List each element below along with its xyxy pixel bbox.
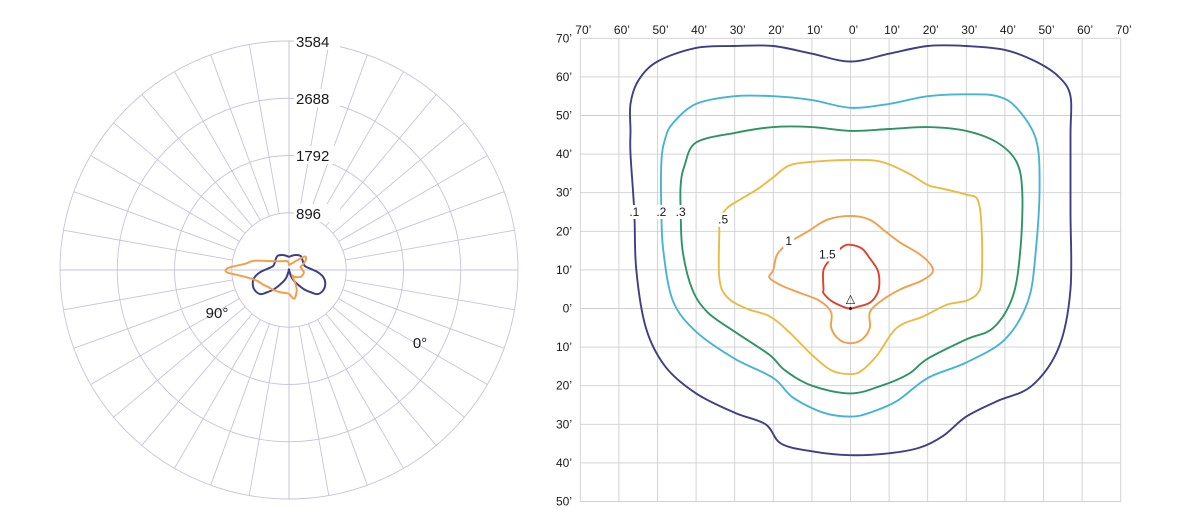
- contour-label: .1: [629, 205, 639, 219]
- contour-label: 1.5: [819, 247, 836, 261]
- polar-spoke: [210, 54, 270, 217]
- radial-tick-label-bg: [294, 146, 340, 164]
- y-tick-label: 40’: [556, 147, 572, 161]
- polar-spoke: [332, 306, 465, 418]
- radial-tick-label-bg: [294, 89, 340, 107]
- contour-label: .3: [676, 205, 686, 219]
- radial-tick-label: 1792: [296, 148, 329, 165]
- x-tick-label: 60’: [614, 23, 630, 37]
- contour-label: .2: [656, 205, 666, 219]
- polar-spoke: [248, 326, 280, 496]
- y-tick-label: 50’: [556, 495, 572, 509]
- contour-label: 1: [785, 234, 792, 248]
- x-tick-label: 20’: [768, 23, 784, 37]
- radial-tick-label: 3584: [296, 34, 329, 51]
- polar-spoke: [338, 298, 488, 385]
- fixture-position-dot: [849, 307, 852, 310]
- polar-spoke: [298, 44, 330, 214]
- polar-spoke: [113, 306, 246, 418]
- polar-spoke: [298, 326, 330, 496]
- contour-label-bg: [714, 212, 733, 227]
- polar-spoke: [90, 298, 240, 385]
- radial-tick-label: 896: [296, 206, 321, 223]
- x-tick-label: 20’: [923, 23, 939, 37]
- y-tick-label: 30’: [556, 417, 572, 431]
- x-tick-label: 40’: [691, 23, 707, 37]
- polar-series-line-1: [251, 253, 327, 296]
- isolux-contour-chart: 70’ 60’ 50’ 40’ 30’ 20’ 10’ 0’ 10’ 20’ 30’ 40’ 50’ 60…: [556, 23, 1132, 509]
- polar-grid: [59, 40, 519, 500]
- y-tick-label: 50’: [556, 109, 572, 123]
- y-tick-label: 10’: [556, 340, 572, 354]
- polar-spoke: [308, 323, 368, 486]
- radial-tick-label-bg: [294, 204, 340, 222]
- y-tick-label: 0’: [563, 302, 572, 316]
- polar-angle-label: 90°: [206, 305, 229, 322]
- y-tick-label: 20’: [556, 379, 572, 393]
- y-tick-label: 30’: [556, 186, 572, 200]
- x-tick-label: 40’: [1000, 23, 1016, 37]
- x-tick-label: 60’: [1077, 23, 1093, 37]
- polar-spoke: [141, 313, 253, 446]
- polar-spoke: [63, 229, 233, 261]
- radial-tick-label: 2688: [296, 91, 329, 108]
- polar-spoke: [63, 279, 233, 311]
- polar-spoke: [73, 191, 236, 251]
- polar-spoke: [342, 191, 505, 251]
- y-tick-label: 10’: [556, 263, 572, 277]
- contour-line-1: [768, 214, 934, 345]
- x-tick-label: 0’: [849, 23, 858, 37]
- polar-spoke: [248, 44, 280, 214]
- contour-label-bg: [652, 205, 671, 219]
- polar-spoke: [210, 323, 270, 486]
- polar-spoke: [174, 71, 261, 221]
- x-tick-label: 70’: [575, 23, 591, 37]
- polar-curves: [224, 253, 327, 300]
- isolux-labels: 70’ 60’ 50’ 40’ 30’ 20’ 10’ 0’ 10’ 20’ 30’ 40’ 50’ 60…: [556, 23, 1132, 509]
- polar-candela-chart: 896 1792 2688 3584 90° 0°: [59, 32, 519, 500]
- contour-line-p3: [679, 125, 1024, 395]
- contour-label-bg: [814, 247, 840, 262]
- polar-spoke: [90, 155, 240, 242]
- contour-line-p2: [660, 93, 1041, 418]
- contour-label-bg: [625, 205, 644, 219]
- polar-labels: 896 1792 2688 3584 90° 0°: [206, 32, 427, 352]
- x-tick-label: 10’: [884, 23, 900, 37]
- polar-spoke: [332, 122, 465, 234]
- x-tick-label: 70’: [1116, 23, 1132, 37]
- x-tick-label: 10’: [807, 23, 823, 37]
- polar-spoke: [342, 289, 505, 349]
- contour-line-p1: [628, 44, 1073, 457]
- isolux-contours: [628, 44, 1073, 457]
- polar-spoke: [325, 313, 437, 446]
- contour-label: .5: [718, 213, 728, 227]
- polar-spoke: [325, 94, 437, 227]
- contour-line-p5: [717, 158, 984, 376]
- polar-spoke: [317, 319, 404, 469]
- polar-series-line-2: [224, 255, 308, 300]
- contour-label-bg: [671, 205, 690, 219]
- fixture-icon: △: [846, 292, 856, 306]
- x-tick-label: 50’: [652, 23, 668, 37]
- polar-spoke: [174, 319, 261, 469]
- x-tick-label: 30’: [961, 23, 977, 37]
- polar-spoke: [345, 229, 515, 261]
- contour-label-bg: [783, 233, 795, 248]
- polar-angle-label: 0°: [413, 335, 427, 352]
- polar-spoke: [113, 122, 246, 234]
- radial-tick-label-bg: [294, 32, 340, 50]
- polar-spoke: [141, 94, 253, 227]
- y-tick-label: 20’: [556, 224, 572, 238]
- y-tick-label: 40’: [556, 456, 572, 470]
- polar-spoke: [345, 279, 515, 311]
- x-tick-label: 50’: [1038, 23, 1054, 37]
- x-tick-label: 30’: [730, 23, 746, 37]
- polar-spoke: [308, 54, 368, 217]
- polar-spoke: [317, 71, 404, 221]
- polar-spoke: [73, 289, 236, 349]
- y-tick-label: 70’: [556, 31, 572, 45]
- polar-spoke: [338, 155, 488, 242]
- y-tick-label: 60’: [556, 70, 572, 84]
